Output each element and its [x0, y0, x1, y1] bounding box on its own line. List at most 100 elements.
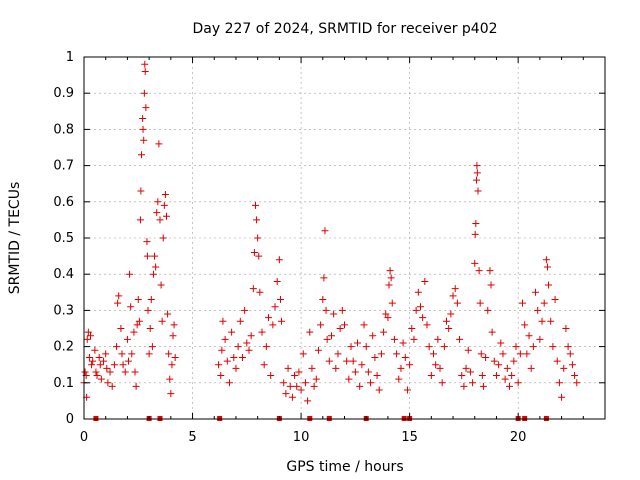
data-point — [106, 368, 114, 376]
data-point — [89, 357, 97, 365]
data-point — [432, 361, 440, 369]
data-point — [297, 386, 305, 394]
data-point — [84, 328, 92, 336]
data-point — [254, 234, 262, 242]
x-tick-label: 0 — [80, 430, 88, 445]
data-point — [146, 325, 154, 332]
data-point — [421, 277, 429, 285]
data-point — [104, 379, 112, 387]
data-point — [503, 364, 511, 372]
data-point — [87, 332, 95, 340]
data-point — [276, 296, 284, 304]
data-point — [223, 357, 231, 365]
data-point — [425, 343, 433, 351]
data-point — [125, 357, 133, 365]
data-point — [527, 364, 535, 372]
data-point — [117, 325, 125, 332]
data-point — [258, 328, 266, 336]
data-point — [162, 212, 170, 220]
data-point — [251, 201, 259, 209]
y-tick-label: 1 — [66, 50, 74, 65]
data-point — [395, 375, 403, 383]
data-point — [488, 328, 496, 336]
data-point — [406, 361, 414, 369]
data-point — [453, 299, 461, 307]
data-point — [540, 299, 548, 307]
data-point — [399, 339, 407, 347]
data-point — [151, 252, 159, 260]
data-point — [134, 296, 142, 304]
data-point — [143, 252, 151, 260]
data-point — [132, 382, 140, 390]
data-point — [486, 267, 494, 275]
data-point — [127, 303, 135, 311]
data-point — [347, 343, 355, 351]
data-point — [495, 361, 503, 369]
data-point — [414, 288, 422, 296]
data-point — [345, 375, 353, 383]
data-point — [443, 317, 451, 325]
data-point — [165, 350, 173, 358]
data-point — [393, 350, 401, 358]
data-point — [149, 270, 157, 278]
data-point — [267, 372, 275, 380]
data-point — [262, 343, 270, 351]
data-point — [523, 350, 531, 358]
data-point — [154, 198, 162, 206]
data-point — [547, 317, 555, 325]
data-point — [558, 393, 566, 401]
data-point — [275, 256, 283, 264]
data-point — [317, 321, 325, 329]
data-point — [472, 220, 480, 228]
data-point — [382, 310, 390, 318]
data-point — [310, 382, 318, 390]
data-point — [336, 325, 344, 332]
data-point — [403, 386, 411, 394]
data-point — [534, 306, 542, 314]
data-point — [364, 368, 372, 376]
y-tick-label: 0.9 — [53, 86, 74, 101]
data-point — [476, 299, 484, 307]
y-tick-label: 0.7 — [53, 159, 74, 174]
data-point — [121, 368, 129, 376]
data-point — [519, 299, 527, 307]
data-point — [458, 372, 466, 380]
data-point — [295, 368, 303, 376]
data-point — [243, 339, 251, 347]
data-point — [215, 361, 223, 369]
data-point — [95, 353, 103, 361]
data-point — [497, 339, 505, 347]
data-point — [423, 321, 431, 329]
data-point — [288, 393, 296, 401]
data-point — [473, 169, 481, 177]
y-tick-label: 0.4 — [53, 267, 74, 282]
data-point — [306, 328, 314, 336]
data-point — [133, 321, 141, 329]
data-point — [475, 267, 483, 275]
data-point — [115, 292, 123, 300]
data-point — [456, 335, 464, 343]
data-point — [293, 382, 301, 390]
data-point — [440, 343, 448, 351]
data-point — [514, 379, 522, 387]
x-tick-label: 15 — [401, 430, 418, 445]
data-point — [478, 372, 486, 380]
chart-title: Day 227 of 2024, SRMTID for receiver p40… — [192, 21, 497, 37]
data-point — [217, 372, 225, 380]
data-point — [284, 364, 292, 372]
data-point — [516, 350, 524, 358]
data-point — [386, 267, 394, 275]
data-point — [100, 357, 108, 365]
data-point — [508, 372, 516, 380]
data-point — [555, 379, 563, 387]
data-point — [327, 332, 335, 340]
data-point — [103, 364, 111, 372]
data-point — [438, 379, 446, 387]
data-point — [384, 314, 392, 322]
data-point — [171, 353, 179, 361]
data-point — [153, 209, 161, 217]
data-point — [521, 321, 529, 329]
data-point — [169, 332, 177, 340]
data-point — [83, 335, 91, 343]
data-point — [136, 216, 144, 224]
